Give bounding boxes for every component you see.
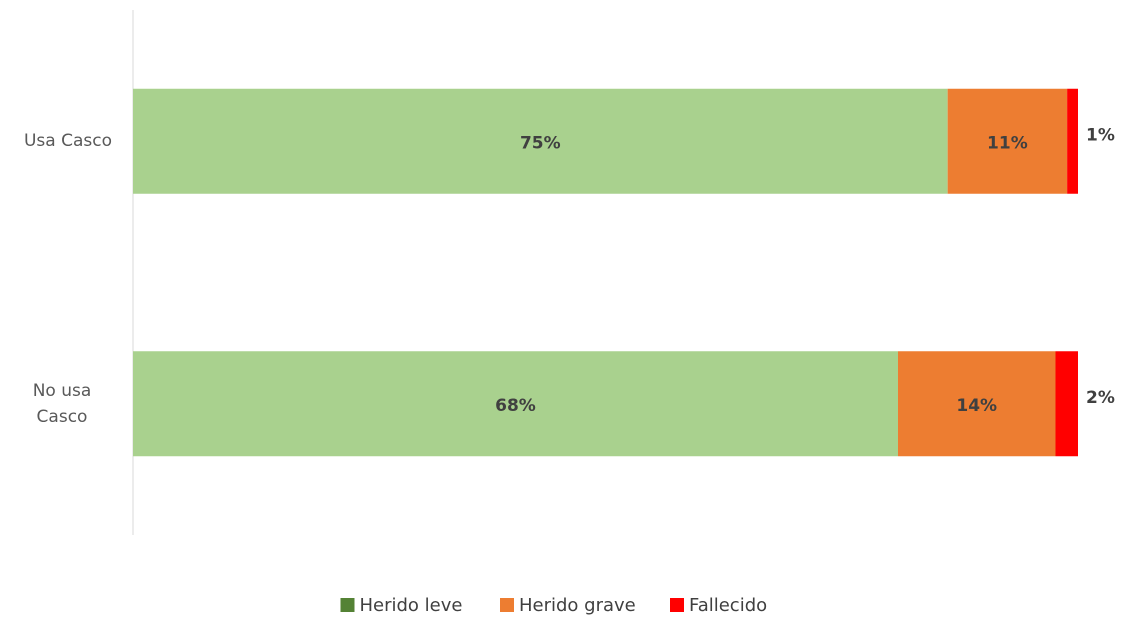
category-label: No usa Casco — [32, 380, 92, 427]
data-label: 11% — [987, 133, 1028, 153]
category-label-wrap: Usa Casco — [0, 101, 112, 181]
bar-segment — [1067, 88, 1078, 194]
data-label: 75% — [520, 133, 561, 153]
bar-segment — [1055, 351, 1078, 457]
category-label-wrap: No usa Casco — [0, 364, 112, 444]
data-label: 68% — [495, 396, 536, 416]
legend-label: Fallecido — [689, 595, 767, 616]
bar-segment — [133, 351, 898, 457]
category-label: Usa Casco — [23, 131, 112, 152]
legend-swatch — [670, 598, 684, 612]
data-label: 1% — [1086, 125, 1115, 145]
legend-swatch — [500, 598, 514, 612]
legend-label: Herido grave — [519, 595, 636, 616]
bar-segment — [898, 351, 1056, 457]
legend-label: Herido leve — [360, 595, 463, 616]
bar-segment — [133, 88, 948, 194]
data-label: 14% — [956, 396, 997, 416]
data-label: 2% — [1086, 388, 1115, 408]
legend-swatch — [340, 598, 355, 612]
category-label-box: No usa Casco — [0, 364, 112, 444]
bar-segment — [947, 88, 1068, 194]
category-label-box: Usa Casco — [0, 101, 112, 181]
